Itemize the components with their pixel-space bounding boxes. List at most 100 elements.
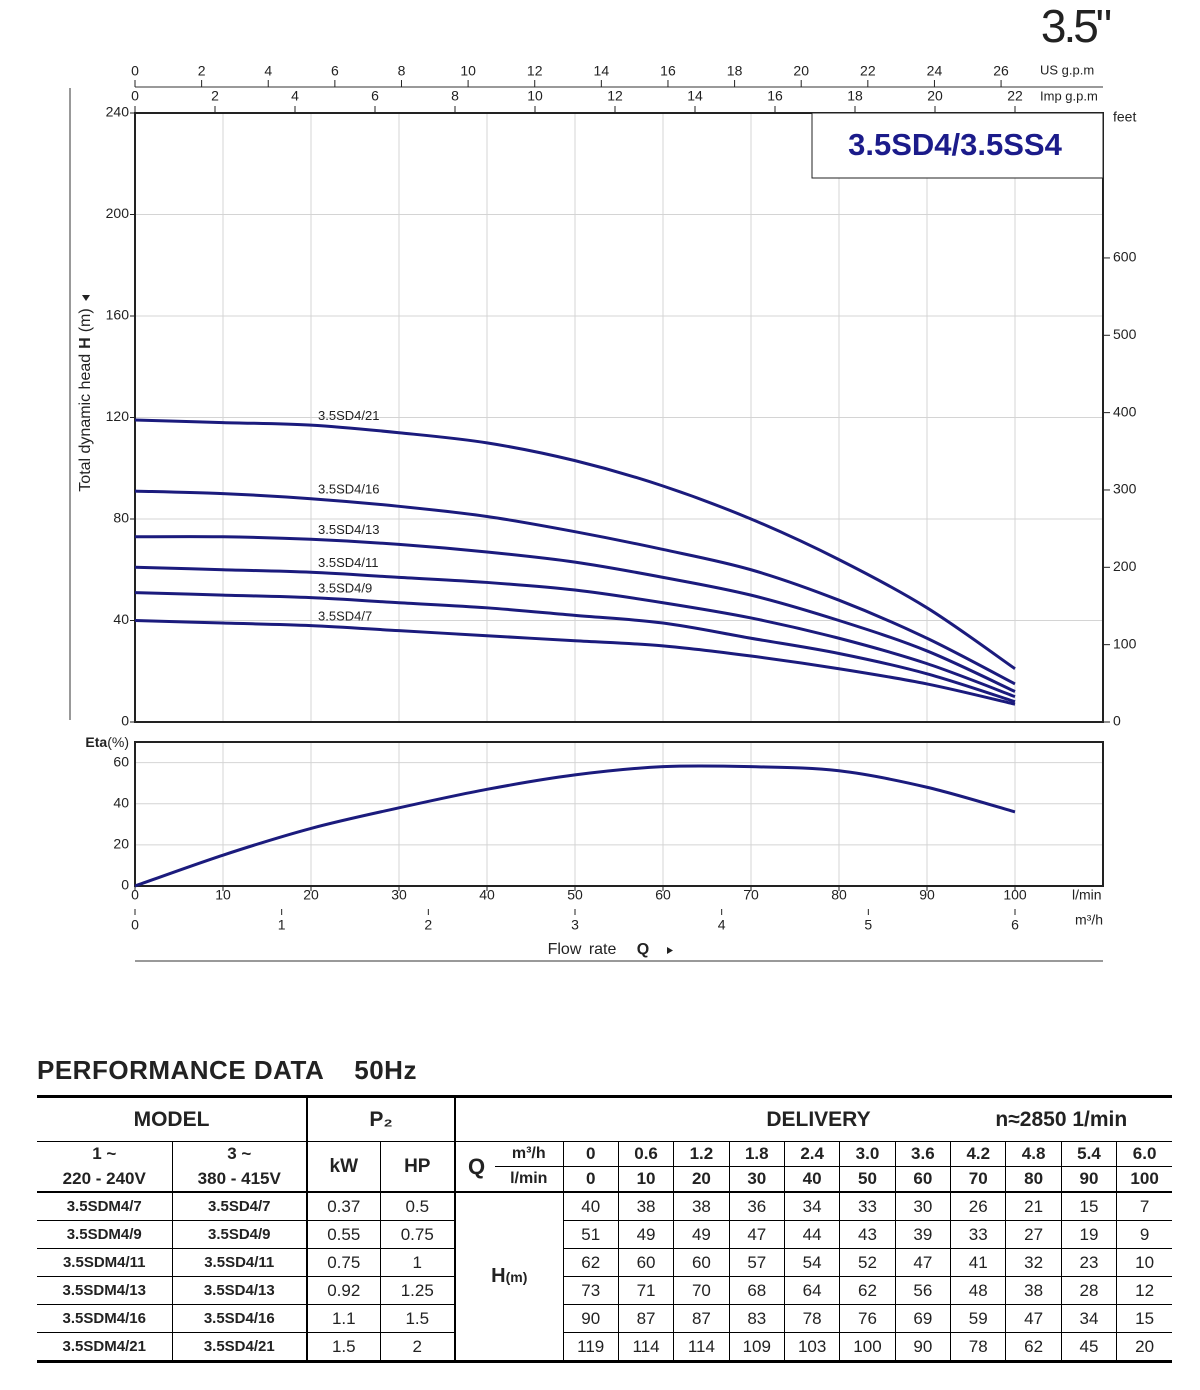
table-row: 3.5SDM4/11 3.5SD4/11 0.75 1 62 60 60 57 54 52 47 41…	[37, 1248, 1173, 1277]
table-title-text: PERFORMANCE DATA	[37, 1055, 325, 1085]
head-value: 103	[783, 1332, 841, 1363]
y2-tick-label: 300	[1113, 481, 1137, 497]
x3-tick-label: 20	[927, 88, 943, 104]
head-value: 76	[839, 1304, 896, 1333]
eta-label-text: Eta	[85, 734, 107, 750]
y2-tick-label: 600	[1113, 249, 1137, 265]
size-badge: 3.5"	[1041, 0, 1111, 52]
flow-lmin: 80	[1005, 1166, 1062, 1193]
head-value: 26	[950, 1191, 1007, 1221]
head-value: 30	[894, 1191, 952, 1221]
x-tick-label: 100	[1003, 887, 1027, 903]
curve	[134, 764, 1016, 888]
flow-m3h: 4.2	[950, 1141, 1007, 1167]
x-tick-label: 70	[743, 887, 759, 903]
header-cell: 3 ~	[171, 1141, 309, 1167]
title-box	[811, 112, 1104, 179]
curve-label: 3.5SD4/21	[318, 408, 379, 423]
plot-frame	[134, 112, 1104, 723]
y-tick-label: 20	[113, 836, 129, 852]
model-1ph: 3.5SDM4/11	[37, 1248, 173, 1277]
flow-m3h: 3.6	[894, 1141, 952, 1167]
head-value: 34	[783, 1191, 841, 1221]
power-hp: 0.75	[379, 1220, 457, 1249]
flow-m3h: 1.8	[728, 1141, 785, 1167]
x-axis-symbol: Q	[637, 941, 649, 958]
y2-tick-label: 0	[1113, 713, 1121, 729]
head-value: 64	[783, 1276, 841, 1305]
x3-tick-label: 6	[371, 88, 379, 104]
power-hp: 2	[379, 1332, 457, 1363]
flow-m3h: 5.4	[1060, 1141, 1118, 1167]
head-value: 90	[894, 1332, 952, 1363]
flow-m3h: 4.8	[1005, 1141, 1062, 1167]
y-axis-label: Total dynamic head H (m)	[77, 308, 94, 491]
y-tick-label: 240	[106, 104, 130, 120]
x3-tick-label: 22	[1007, 88, 1023, 104]
curve-label: 3.5SD4/7	[318, 608, 372, 623]
flow-lmin: 0	[562, 1166, 619, 1193]
y-arrow	[82, 295, 90, 301]
x3-axis-label: Imp g.p.m	[1040, 88, 1098, 103]
y-label-text: Total dynamic head	[77, 354, 94, 492]
head-value: 21	[1005, 1191, 1062, 1221]
y-label-symbol: H	[77, 337, 94, 349]
head-value: 7	[1116, 1191, 1173, 1221]
flow-m3h: 3.0	[839, 1141, 896, 1167]
head-value: 15	[1116, 1304, 1173, 1333]
curve-label: 3.5SD4/9	[318, 581, 372, 596]
head-value: 60	[617, 1248, 675, 1277]
x2-tick-label: 10	[460, 63, 476, 79]
flow-lmin: 70	[950, 1166, 1007, 1193]
y-tick-label: 120	[106, 408, 130, 424]
head-value: 43	[839, 1220, 896, 1249]
table-frequency: 50Hz	[354, 1055, 417, 1085]
x-tick-label: 10	[215, 887, 231, 903]
x3-tick-label: 18	[847, 88, 863, 104]
header-cell: HP	[379, 1141, 457, 1193]
x-tick-label: 0	[131, 887, 139, 903]
head-value: 38	[1005, 1276, 1062, 1305]
head-value: 70	[673, 1276, 730, 1305]
head-value: 87	[673, 1304, 730, 1333]
flow-m3h: 0	[562, 1141, 619, 1167]
x3-tick-label: 10	[527, 88, 543, 104]
head-value: 19	[1060, 1220, 1118, 1249]
head-value: 48	[950, 1276, 1007, 1305]
power-kw: 1.5	[306, 1332, 381, 1363]
head-value: 109	[728, 1332, 785, 1363]
eta-label: Eta(%)	[85, 734, 129, 750]
curve	[134, 489, 1016, 686]
flow-lmin: 30	[728, 1166, 785, 1193]
x-tick-label: 30	[391, 887, 407, 903]
x2-tick-label: 26	[993, 63, 1009, 79]
head-value: 33	[950, 1220, 1007, 1249]
flow-lmin: 40	[783, 1166, 841, 1193]
table-row: MODEL P₂ DELIVERY n≈2850 1/min	[37, 1095, 1173, 1142]
head-value: 62	[839, 1276, 896, 1305]
x2-tick-label: 1	[278, 917, 286, 933]
flow-lmin: 90	[1060, 1166, 1118, 1193]
head-value: 114	[617, 1332, 675, 1363]
header-cell: Q	[454, 1141, 496, 1193]
head-value: 51	[562, 1220, 619, 1249]
x-tick-label: 90	[919, 887, 935, 903]
head-value: 33	[839, 1191, 896, 1221]
x2-tick-label: 0	[131, 917, 139, 933]
curve	[134, 535, 1016, 693]
model-3ph: 3.5SD4/11	[171, 1248, 309, 1277]
head-value: 49	[673, 1220, 730, 1249]
flow-lmin: 100	[1116, 1166, 1173, 1193]
x2-tick-label: 4	[718, 917, 726, 933]
y-tick-label: 60	[113, 753, 129, 769]
header-cell: 1 ~	[37, 1141, 173, 1167]
plot-frame	[134, 741, 1104, 887]
x2-axis-label: US g.p.m	[1040, 62, 1094, 77]
flow-lmin: 20	[673, 1166, 730, 1193]
model-3ph: 3.5SD4/21	[171, 1332, 309, 1363]
flow-m3h: 2.4	[783, 1141, 841, 1167]
flow-lmin: 60	[894, 1166, 952, 1193]
x2-tick-label: 0	[131, 63, 139, 79]
x3-tick-label: 2	[211, 88, 219, 104]
